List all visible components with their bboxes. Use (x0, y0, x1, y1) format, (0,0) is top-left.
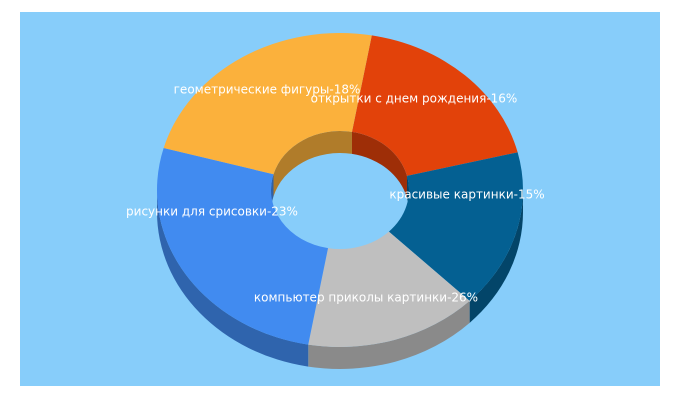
slice-label-3: компьютер приколы картинки-26% (254, 291, 478, 305)
slice-inner-wall-0 (351, 131, 407, 198)
slice-label-0: геометрические фигуры-18% (174, 83, 361, 97)
slice-inner-wall-4 (273, 131, 352, 197)
slice-label-2: красивые картинки-15% (389, 188, 544, 202)
slice-рисунки-для-срисовки-23[interactable] (163, 33, 372, 175)
slice-label-4: рисунки для срисовки-23% (126, 205, 298, 219)
donut-tops (157, 33, 523, 347)
slice-красивые-картинки-15[interactable] (308, 231, 470, 347)
slice-labels: геометрические фигуры-18%открытки с днем… (126, 83, 545, 305)
slice-геометрические-фигуры-18[interactable] (351, 35, 518, 176)
slice-side-3 (157, 190, 309, 367)
slice-label-1: открытки с днем рождения-16% (311, 92, 518, 106)
slice-side-2 (308, 300, 470, 369)
slice-открытки-с-днем-рождения-16[interactable] (388, 152, 523, 301)
slice-компьютер-приколы-картинки-26[interactable] (157, 148, 329, 345)
slice-side-1 (469, 190, 523, 323)
